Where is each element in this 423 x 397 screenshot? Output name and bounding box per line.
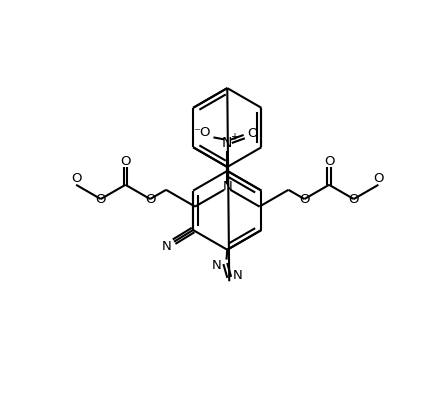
Text: N: N bbox=[212, 259, 222, 272]
Text: O: O bbox=[96, 193, 106, 206]
Text: O: O bbox=[145, 193, 155, 206]
Text: O: O bbox=[324, 155, 334, 168]
Text: N: N bbox=[233, 269, 243, 282]
Text: O: O bbox=[247, 127, 258, 140]
Text: N: N bbox=[222, 136, 233, 150]
Text: +: + bbox=[231, 132, 239, 143]
Text: O: O bbox=[349, 193, 359, 206]
Text: N: N bbox=[161, 240, 171, 253]
Text: N: N bbox=[222, 180, 232, 193]
Text: O: O bbox=[120, 155, 131, 168]
Text: O: O bbox=[299, 193, 310, 206]
Text: O: O bbox=[71, 172, 81, 185]
Text: ⁻O: ⁻O bbox=[193, 126, 210, 139]
Text: O: O bbox=[373, 172, 384, 185]
